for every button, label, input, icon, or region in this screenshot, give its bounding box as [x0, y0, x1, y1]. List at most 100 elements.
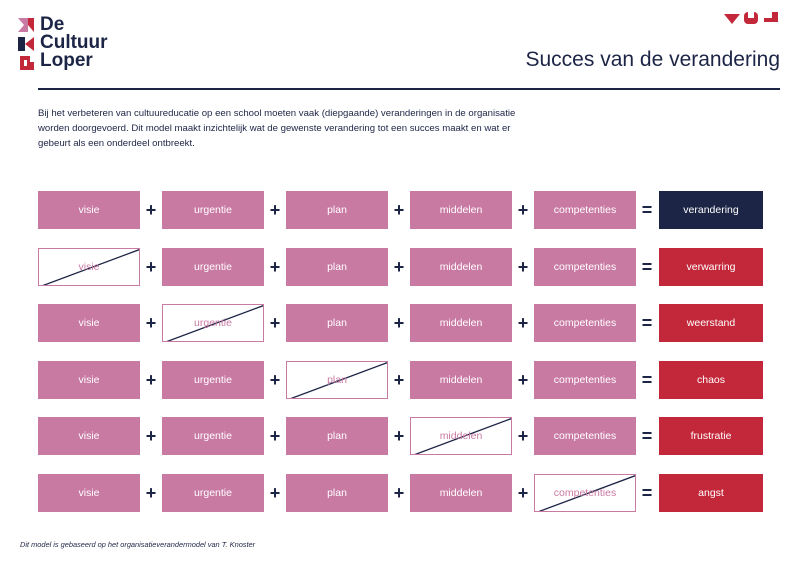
- factor-middelen: middelen: [410, 474, 512, 512]
- factor-label: visie: [78, 261, 100, 273]
- factor-label: middelen: [439, 261, 483, 273]
- result-chaos: chaos: [659, 361, 763, 399]
- plus-operator: +: [517, 482, 529, 503]
- factor-label: middelen: [439, 317, 483, 329]
- result-verandering: verandering: [659, 191, 763, 229]
- equals-operator: =: [641, 482, 653, 503]
- factor-label: competenties: [553, 487, 617, 499]
- strikethrough-line: [166, 305, 263, 341]
- model-row: visie + urgentie + plan + middelen + competentie…: [38, 361, 766, 399]
- factor-urgentie: urgentie: [162, 248, 264, 286]
- factor-plan: plan: [286, 191, 388, 229]
- plus-operator: +: [145, 312, 157, 333]
- logo: De Cultuur Loper: [18, 14, 138, 72]
- equals-operator: =: [641, 199, 653, 220]
- factor-visie-missing: visie: [38, 248, 140, 286]
- factor-visie: visie: [38, 191, 140, 229]
- strikethrough-line: [42, 249, 139, 285]
- factor-competenties: competenties: [534, 304, 636, 342]
- factor-label: competenties: [553, 374, 617, 386]
- factor-label: visie: [78, 317, 100, 329]
- factor-label: middelen: [439, 487, 483, 499]
- strikethrough-line: [538, 475, 635, 511]
- model-row: visie + urgentie + plan + middelen + competentie…: [38, 474, 766, 512]
- factor-urgentie: urgentie: [162, 361, 264, 399]
- plus-operator: +: [269, 199, 281, 220]
- factor-label: competenties: [553, 430, 617, 442]
- factor-label: urgentie: [194, 374, 232, 386]
- result-frustratie: frustratie: [659, 417, 763, 455]
- factor-label: competenties: [553, 317, 617, 329]
- model-row: visie + urgentie + plan + middelen + competentie…: [38, 191, 766, 229]
- plus-operator: +: [517, 199, 529, 220]
- model-row: visie + urgentie + plan + middelen + competentie…: [38, 248, 766, 286]
- factor-middelen-missing: middelen: [410, 417, 512, 455]
- title-divider: [38, 88, 780, 90]
- plus-operator: +: [517, 312, 529, 333]
- equals-operator: =: [641, 425, 653, 446]
- plus-operator: +: [393, 482, 405, 503]
- result-weerstand: weerstand: [659, 304, 763, 342]
- plus-operator: +: [393, 369, 405, 390]
- factor-label: urgentie: [194, 261, 232, 273]
- factor-label: visie: [78, 374, 100, 386]
- factor-label: middelen: [439, 374, 483, 386]
- factor-middelen: middelen: [410, 304, 512, 342]
- factor-plan: plan: [286, 474, 388, 512]
- brand-name: De Cultuur Loper: [40, 14, 108, 71]
- plus-operator: +: [393, 425, 405, 446]
- factor-middelen: middelen: [410, 248, 512, 286]
- factor-middelen: middelen: [410, 361, 512, 399]
- factor-visie: visie: [38, 417, 140, 455]
- factor-label: plan: [327, 374, 347, 386]
- plus-operator: +: [269, 256, 281, 277]
- factor-label: urgentie: [194, 204, 232, 216]
- result-verwarring: verwarring: [659, 248, 763, 286]
- factor-visie: visie: [38, 474, 140, 512]
- plus-operator: +: [269, 482, 281, 503]
- plus-operator: +: [145, 199, 157, 220]
- corner-decoration-icon: [724, 12, 778, 24]
- plus-operator: +: [145, 482, 157, 503]
- factor-plan: plan: [286, 417, 388, 455]
- factor-label: plan: [327, 317, 347, 329]
- factor-label: visie: [78, 204, 100, 216]
- factor-visie: visie: [38, 304, 140, 342]
- model-row: visie + urgentie + plan + middelen + competentie…: [38, 417, 766, 455]
- factor-competenties: competenties: [534, 191, 636, 229]
- plus-operator: +: [269, 312, 281, 333]
- factor-label: plan: [327, 204, 347, 216]
- plus-operator: +: [517, 369, 529, 390]
- logo-mark-icon: [18, 18, 34, 70]
- factor-competenties: competenties: [534, 417, 636, 455]
- plus-operator: +: [145, 369, 157, 390]
- factor-label: visie: [78, 487, 100, 499]
- brand-line-3: Loper: [40, 50, 93, 71]
- factor-label: middelen: [439, 204, 483, 216]
- plus-operator: +: [393, 312, 405, 333]
- factor-label: competenties: [553, 261, 617, 273]
- model-row: visie + urgentie + plan + middelen + competentie…: [38, 304, 766, 342]
- factor-urgentie: urgentie: [162, 417, 264, 455]
- equals-operator: =: [641, 369, 653, 390]
- footnote: Dit model is gebaseerd op het organisati…: [20, 540, 256, 549]
- brand-line-1: De: [40, 14, 65, 35]
- factor-urgentie: urgentie: [162, 191, 264, 229]
- factor-label: urgentie: [194, 317, 232, 329]
- factor-competenties: competenties: [534, 248, 636, 286]
- plus-operator: +: [145, 425, 157, 446]
- plus-operator: +: [269, 369, 281, 390]
- equals-operator: =: [641, 256, 653, 277]
- factor-label: urgentie: [194, 430, 232, 442]
- plus-operator: +: [393, 199, 405, 220]
- factor-label: competenties: [553, 204, 617, 216]
- equals-operator: =: [641, 312, 653, 333]
- plus-operator: +: [145, 256, 157, 277]
- plus-operator: +: [393, 256, 405, 277]
- factor-plan-missing: plan: [286, 361, 388, 399]
- strikethrough-line: [414, 418, 511, 454]
- factor-label: plan: [327, 487, 347, 499]
- factor-middelen: middelen: [410, 191, 512, 229]
- factor-visie: visie: [38, 361, 140, 399]
- plus-operator: +: [517, 256, 529, 277]
